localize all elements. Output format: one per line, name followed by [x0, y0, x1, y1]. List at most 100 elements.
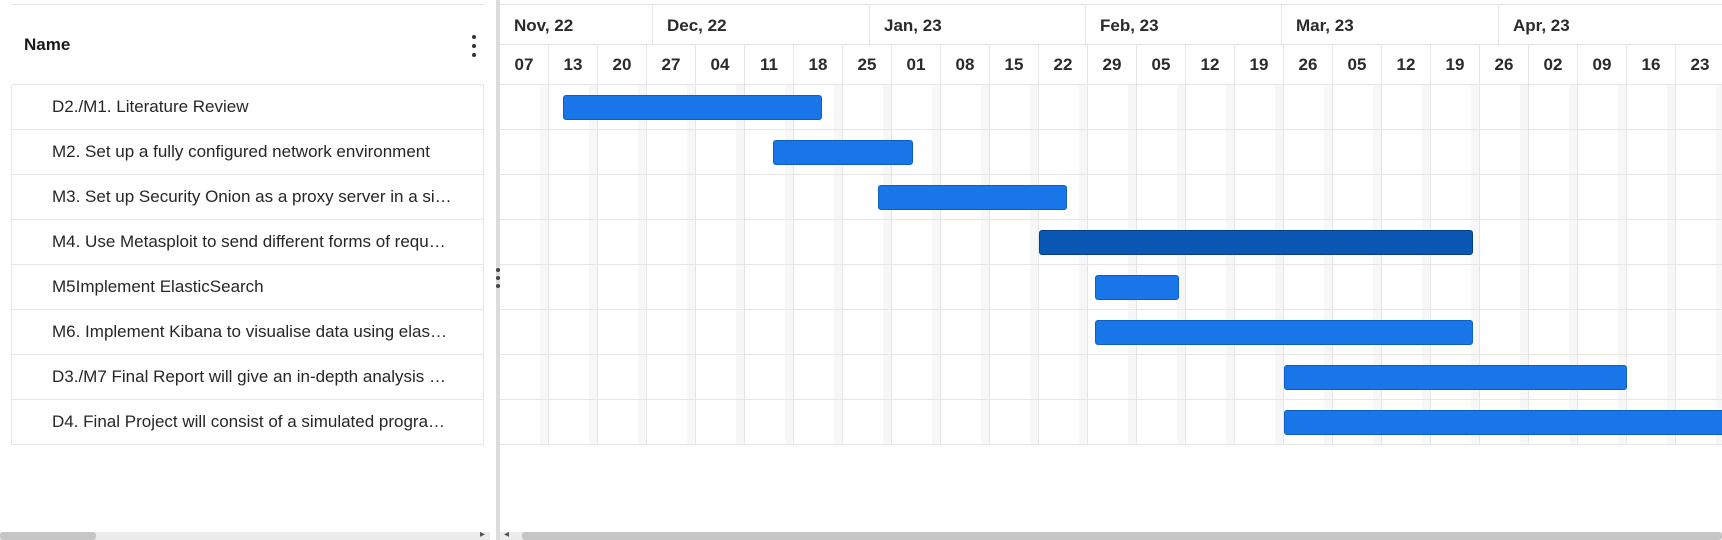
weekend-shade [1716, 85, 1722, 445]
week-cell: 02 [1529, 45, 1578, 84]
row-gridline [500, 309, 1722, 310]
task-row[interactable]: M5Implement ElasticSearch [12, 265, 484, 310]
weekend-shade [1324, 85, 1333, 445]
week-gridline [1528, 85, 1529, 445]
task-bar[interactable] [563, 95, 822, 120]
task-name: M3. Set up Security Onion as a proxy ser… [52, 187, 452, 206]
task-name: M4. Use Metasploit to send different for… [52, 232, 446, 251]
week-label: 01 [906, 55, 926, 74]
week-cell: 27 [647, 45, 696, 84]
month-cell: Apr, 23 [1499, 5, 1722, 44]
weekend-shade [981, 85, 990, 445]
week-label: 19 [1249, 55, 1269, 74]
task-bar[interactable] [1284, 410, 1722, 435]
week-gridline [793, 85, 794, 445]
week-cell: 20 [598, 45, 647, 84]
week-label: 12 [1200, 55, 1220, 74]
week-gridline [597, 85, 598, 445]
month-label: Mar, 23 [1296, 16, 1354, 35]
grid-header: Name [12, 4, 484, 85]
weekend-shade [1520, 85, 1529, 445]
weekend-shade [1373, 85, 1382, 445]
week-gridline [1185, 85, 1186, 445]
row-gridline [500, 354, 1722, 355]
weekend-shade [736, 85, 745, 445]
week-cell: 19 [1431, 45, 1480, 84]
column-menu-icon[interactable] [464, 35, 484, 57]
scroll-right-arrow-icon[interactable]: ▸ [480, 529, 486, 540]
task-row[interactable]: M3. Set up Security Onion as a proxy ser… [12, 175, 484, 220]
row-gridline [500, 219, 1722, 220]
week-label: 05 [1151, 55, 1171, 74]
task-name: D2./M1. Literature Review [52, 97, 249, 116]
month-scale: Nov, 22 Dec, 22 Jan, 23 Feb, 23 Mar, 23 … [500, 4, 1722, 45]
week-cell: 19 [1235, 45, 1284, 84]
scroll-left-arrow-icon[interactable]: ◂ [504, 529, 510, 540]
grid-right-border [483, 85, 484, 445]
week-gridline [1136, 85, 1137, 445]
week-cell: 07 [500, 45, 549, 84]
weekend-shade [687, 85, 696, 445]
week-label: 26 [1494, 55, 1514, 74]
task-row[interactable]: D3./M7 Final Report will give an in-dept… [12, 355, 484, 400]
task-row[interactable]: M4. Use Metasploit to send different for… [12, 220, 484, 265]
week-gridline [695, 85, 696, 445]
week-gridline [744, 85, 745, 445]
week-cell: 09 [1578, 45, 1627, 84]
week-label: 19 [1445, 55, 1465, 74]
week-cell: 22 [1039, 45, 1088, 84]
week-label: 22 [1053, 55, 1073, 74]
week-cell: 12 [1186, 45, 1235, 84]
task-bar[interactable] [1039, 230, 1473, 255]
month-label: Dec, 22 [667, 16, 727, 35]
task-grid: Name D2./M1. Literature Review M2. Set u… [0, 0, 496, 540]
weekend-shade [1569, 85, 1578, 445]
week-gridline [842, 85, 843, 445]
task-name: D3./M7 Final Report will give an in-dept… [52, 367, 447, 386]
week-cell: 25 [843, 45, 892, 84]
task-name: D4. Final Project will consist of a simu… [52, 412, 446, 431]
week-cell: 15 [990, 45, 1039, 84]
week-label: 15 [1004, 55, 1024, 74]
row-gridline [500, 129, 1722, 130]
week-cell: 13 [549, 45, 598, 84]
week-cell: 26 [1480, 45, 1529, 84]
task-row[interactable]: M2. Set up a fully configured network en… [12, 130, 484, 175]
task-bar[interactable] [1095, 320, 1473, 345]
week-cell: 16 [1627, 45, 1676, 84]
weekend-shade [785, 85, 794, 445]
week-gridline [1626, 85, 1627, 445]
week-gridline [1381, 85, 1382, 445]
week-label: 02 [1543, 55, 1563, 74]
week-cell: 29 [1088, 45, 1137, 84]
splitter-grip-icon[interactable] [495, 268, 501, 288]
weekend-shade [1422, 85, 1431, 445]
month-cell: Jan, 23 [870, 5, 1086, 44]
month-cell: Mar, 23 [1282, 5, 1499, 44]
task-bar[interactable] [773, 140, 913, 165]
task-bar[interactable] [1284, 365, 1627, 390]
task-bar[interactable] [878, 185, 1067, 210]
weekend-shade [1226, 85, 1235, 445]
grid-horizontal-scrollbar[interactable] [0, 532, 490, 540]
weekend-shade [932, 85, 941, 445]
month-label: Apr, 23 [1513, 16, 1570, 35]
task-row[interactable]: D2./M1. Literature Review [12, 85, 484, 130]
task-bar[interactable] [1095, 275, 1179, 300]
week-gridline [1038, 85, 1039, 445]
week-cell: 12 [1382, 45, 1431, 84]
task-row[interactable]: D4. Final Project will consist of a simu… [12, 400, 484, 445]
name-column-header[interactable]: Name [24, 35, 71, 54]
week-gridline [548, 85, 549, 445]
week-label: 18 [808, 55, 828, 74]
weekend-shade [1030, 85, 1039, 445]
month-cell: Dec, 22 [653, 5, 870, 44]
grid-scrollbar-thumb[interactable] [0, 532, 96, 540]
chart-scrollbar-thumb[interactable] [522, 532, 1722, 540]
week-gridline [989, 85, 990, 445]
week-label: 12 [1396, 55, 1416, 74]
task-row[interactable]: M6. Implement Kibana to visualise data u… [12, 310, 484, 355]
task-name: M2. Set up a fully configured network en… [52, 142, 430, 161]
chart-body [500, 85, 1722, 445]
